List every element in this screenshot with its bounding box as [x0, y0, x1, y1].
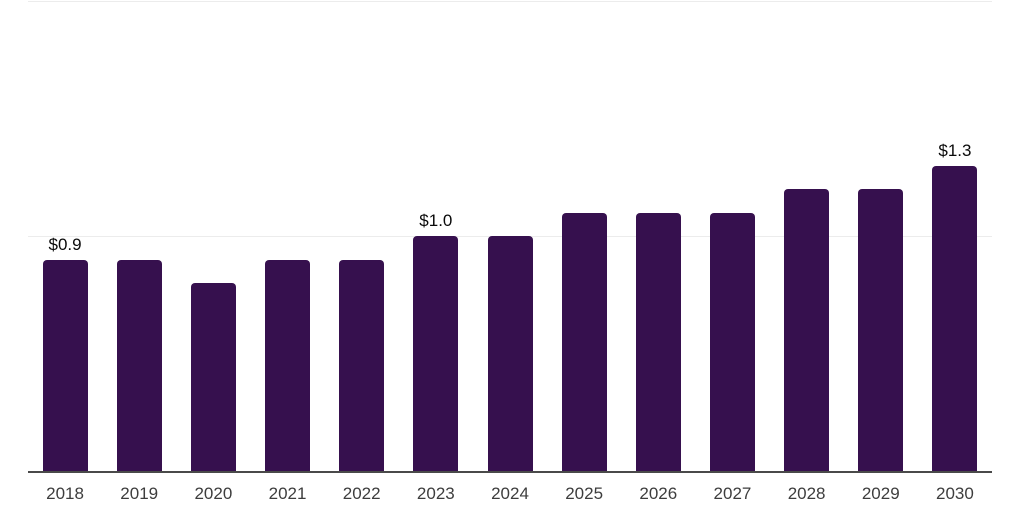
x-tick-2026: 2026: [639, 484, 678, 503]
bar-2023: [413, 236, 459, 471]
x-tick-2019: 2019: [120, 484, 159, 503]
x-tick-2018: 2018: [46, 484, 84, 503]
plot-area: $0.9 $1.0 $1.3: [28, 1, 992, 473]
bar-2019: [116, 259, 162, 471]
x-tick-2022: 2022: [342, 484, 381, 503]
x-axis: 2018 2019 2020 2021 2022 2023 2024 2025 2026 2027…: [28, 484, 992, 509]
bar-2030: [932, 165, 978, 471]
bar-2026: [635, 212, 681, 471]
x-tick-2021: 2021: [268, 484, 307, 503]
x-tick-2029: 2029: [861, 484, 900, 503]
x-tick-2025: 2025: [565, 484, 604, 503]
value-label-2023: $1.0: [419, 211, 453, 231]
value-label-2018: $0.9: [48, 234, 82, 254]
x-tick-2028: 2028: [787, 484, 826, 503]
x-tick-2024: 2024: [491, 484, 529, 503]
value-label-2030: $1.3: [938, 140, 972, 160]
bar-2025: [561, 212, 607, 471]
gridline: [28, 1, 992, 2]
bar-2029: [858, 189, 904, 471]
bar-2028: [784, 189, 830, 471]
x-tick-2023: 2023: [416, 484, 455, 503]
x-tick-2020: 2020: [194, 484, 233, 503]
x-tick-2030: 2030: [936, 484, 974, 503]
x-tick-2027: 2027: [713, 484, 752, 503]
bar-2024: [487, 236, 533, 471]
bar-2020: [190, 283, 236, 471]
bar-2022: [339, 259, 385, 471]
bar-2021: [265, 259, 311, 471]
bar-2027: [709, 212, 755, 471]
bar-2018: [42, 259, 88, 471]
